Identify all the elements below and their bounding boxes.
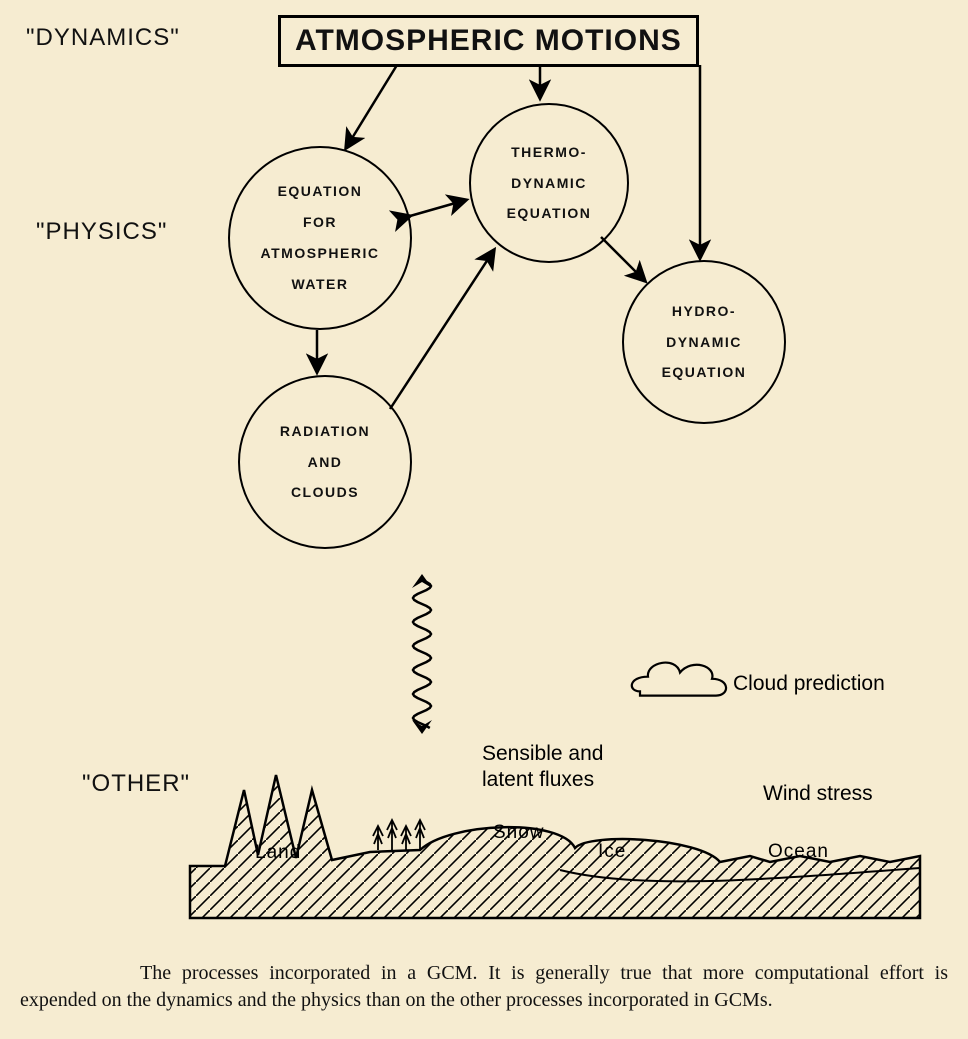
label-sensible1: Sensible and [482,742,603,765]
label-ocean: Ocean [768,841,829,862]
label-ice: Ice [598,841,626,862]
gcm-diagram-page: "DYNAMICS" "PHYSICS" "OTHER" ATMOSPHERIC… [0,0,968,1039]
label-wind: Wind stress [763,782,873,805]
label-sensible2: latent fluxes [482,768,594,791]
label-cloud: Cloud prediction [733,672,885,695]
label-land: Land [255,842,301,863]
figure-caption: The processes incorporated in a GCM. It … [20,960,948,1014]
label-snow: Snow [493,822,545,843]
diagram-svg: Cloud prediction Sensible and latent fluxe… [0,0,968,1039]
